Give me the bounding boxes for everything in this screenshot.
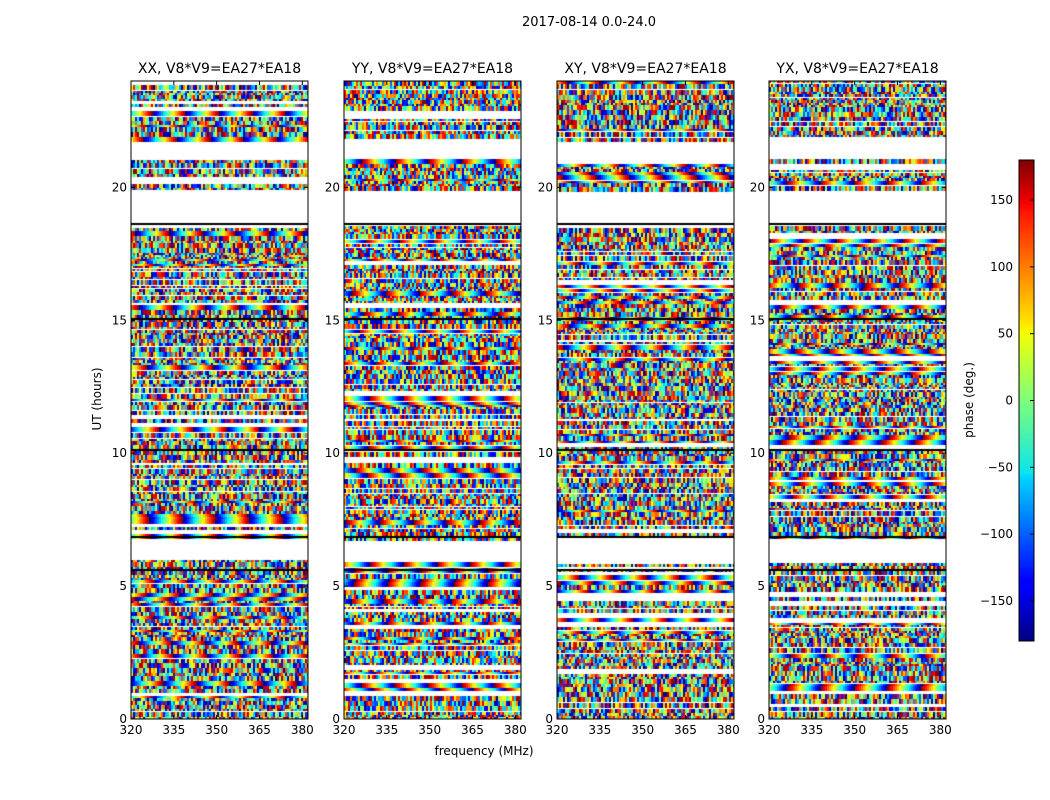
y-tick-label: 10 [325, 446, 340, 460]
y-tick-label: 10 [112, 446, 127, 460]
y-tick-label: 0 [332, 712, 340, 726]
x-tick-label: 320 [333, 723, 356, 737]
colorbar-tick-label: 0 [1005, 394, 1013, 408]
x-tick-label: 380 [929, 723, 952, 737]
colorbar-tick-label: −150 [980, 594, 1013, 608]
panel-frame [130, 80, 309, 720]
y-tick-label: 5 [757, 579, 765, 593]
y-tick-label: 0 [119, 712, 127, 726]
y-tick-label: 15 [325, 313, 340, 327]
y-tick-label: 20 [538, 180, 553, 194]
panel-title: XX, V8*V9=EA27*EA18 [138, 61, 301, 77]
x-tick-label: 350 [205, 723, 228, 737]
panel-frame [343, 80, 522, 720]
x-tick-label: 365 [248, 723, 271, 737]
panels-group: XX, V8*V9=EA27*EA18 320 335 350 365 380 0 5 10 15… [112, 61, 952, 737]
panel-1: XX, V8*V9=EA27*EA18 320 335 350 365 380 0 5 10 15… [112, 61, 314, 737]
y-tick-label: 15 [538, 313, 553, 327]
panel-frame [768, 80, 947, 720]
x-tick-label: 335 [800, 723, 823, 737]
colorbar: −150 −100 −50 0 50 100 150 phase (deg.) [962, 159, 1035, 642]
figure-title: 2017-08-14 0.0-24.0 [522, 15, 656, 30]
x-tick-label: 380 [717, 723, 740, 737]
y-tick-label: 10 [750, 446, 765, 460]
x-tick-label: 365 [461, 723, 484, 737]
y-tick-label: 20 [325, 180, 340, 194]
colorbar-tick-label: 150 [990, 193, 1013, 207]
x-tick-label: 350 [843, 723, 866, 737]
y-tick-label: 5 [545, 579, 553, 593]
x-axis-label: frequency (MHz) [434, 744, 533, 758]
colorbar-ticks: −150 −100 −50 0 50 100 150 [980, 193, 1034, 608]
colorbar-tick-label: 50 [998, 327, 1013, 341]
y-tick-label: 5 [332, 579, 340, 593]
panel-title: XY, V8*V9=EA27*EA18 [564, 61, 726, 77]
panel-title: YX, V8*V9=EA27*EA18 [775, 61, 938, 77]
panel-heatmap-image [344, 81, 521, 719]
panel-heatmap-image [131, 81, 308, 719]
x-tick-label: 320 [120, 723, 143, 737]
x-tick-label: 350 [631, 723, 654, 737]
colorbar-tick-label: −100 [980, 527, 1013, 541]
y-tick-label: 0 [757, 712, 765, 726]
panel-heatmap-image [769, 81, 946, 719]
panel-4: YX, V8*V9=EA27*EA18 320 335 350 365 380 0 5 10 15… [750, 61, 952, 737]
colorbar-tick-label: −50 [988, 460, 1013, 474]
panel-3: XY, V8*V9=EA27*EA18 320 335 350 365 380 0 5 10 15… [538, 61, 740, 737]
y-tick-label: 5 [119, 579, 127, 593]
y-tick-label: 20 [112, 180, 127, 194]
x-tick-label: 320 [546, 723, 569, 737]
colorbar-tick-label: 100 [990, 260, 1013, 274]
x-tick-label: 350 [418, 723, 441, 737]
y-tick-label: 0 [545, 712, 553, 726]
y-tick-label: 10 [538, 446, 553, 460]
x-tick-label: 380 [504, 723, 527, 737]
panel-heatmap-image [557, 81, 734, 719]
x-tick-label: 335 [588, 723, 611, 737]
x-tick-label: 335 [162, 723, 185, 737]
panel-2: YY, V8*V9=EA27*EA18 320 335 350 365 380 0 5 10 15… [325, 61, 527, 737]
x-tick-label: 380 [291, 723, 314, 737]
panel-frame [556, 80, 735, 720]
x-tick-label: 365 [886, 723, 909, 737]
y-tick-label: 15 [750, 313, 765, 327]
x-tick-label: 335 [375, 723, 398, 737]
x-tick-label: 365 [674, 723, 697, 737]
y-axis-label: UT (hours) [90, 367, 104, 430]
y-tick-label: 15 [112, 313, 127, 327]
x-tick-label: 320 [758, 723, 781, 737]
colorbar-label: phase (deg.) [962, 362, 976, 438]
panel-title: YY, V8*V9=EA27*EA18 [351, 61, 513, 77]
y-tick-label: 20 [750, 180, 765, 194]
